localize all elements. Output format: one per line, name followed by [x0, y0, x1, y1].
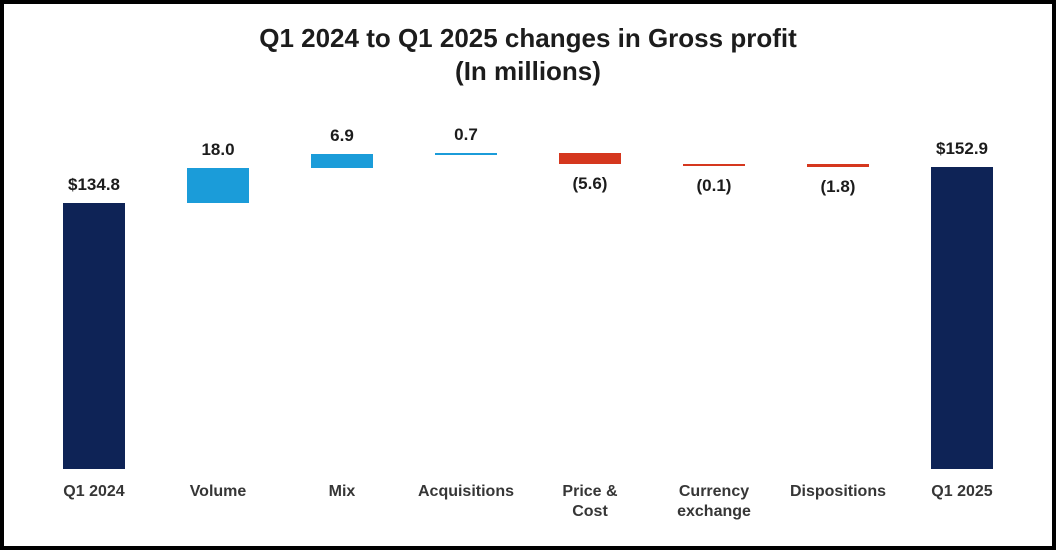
waterfall-column-mix: 6.9 — [280, 114, 404, 469]
category-label-q1-2024: Q1 2024 — [63, 483, 125, 500]
waterfall-column-q1-2024: $134.8 — [32, 114, 156, 469]
waterfall-column-acquisitions: 0.7 — [404, 114, 528, 469]
plot-area: $134.8 18.0 6.9 0.7 (5.6) (0.1) (1.8) $152.9 — [32, 114, 1024, 469]
bar-q1-2025 — [931, 167, 993, 469]
category-label-price-cost: Price & Cost — [562, 483, 618, 520]
value-label-q1-2024: $134.8 — [68, 175, 120, 195]
category-label-mix: Mix — [328, 483, 356, 500]
waterfall-column-currency-exchange: (0.1) — [652, 114, 776, 469]
category-row: Q1 2024 Volume Mix Acquisitions Price & Cost C… — [32, 482, 1024, 522]
category-label-currency-exchange: Currency exchange — [677, 483, 751, 520]
bar-dispositions — [807, 163, 869, 168]
value-label-q1-2025: $152.9 — [936, 139, 988, 159]
chart-title: Q1 2024 to Q1 2025 changes in Gross prof… — [4, 22, 1052, 88]
bar-acquisitions — [435, 152, 497, 156]
bar-currency-exchange — [683, 163, 745, 167]
value-label-currency-exchange: (0.1) — [696, 176, 732, 196]
value-label-acquisitions: 0.7 — [454, 124, 478, 144]
waterfall-column-q1-2025: $152.9 — [900, 114, 1024, 469]
chart-title-line2: (In millions) — [455, 56, 601, 86]
bar-volume — [187, 167, 249, 204]
waterfall-column-price-cost: (5.6) — [528, 114, 652, 469]
category-label-volume: Volume — [189, 483, 247, 500]
waterfall-column-dispositions: (1.8) — [776, 114, 900, 469]
bar-price-cost — [559, 152, 621, 164]
bar-mix — [311, 154, 373, 168]
waterfall-column-volume: 18.0 — [156, 114, 280, 469]
bar-q1-2024 — [63, 203, 125, 469]
value-label-mix: 6.9 — [330, 126, 354, 146]
value-label-dispositions: (1.8) — [820, 177, 856, 197]
value-label-price-cost: (5.6) — [572, 173, 608, 193]
category-label-q1-2025: Q1 2025 — [931, 483, 993, 500]
category-label-dispositions: Dispositions — [789, 483, 886, 500]
category-label-acquisitions: Acquisitions — [417, 483, 514, 500]
chart-title-line1: Q1 2024 to Q1 2025 changes in Gross prof… — [259, 23, 797, 53]
value-label-volume: 18.0 — [201, 139, 235, 159]
